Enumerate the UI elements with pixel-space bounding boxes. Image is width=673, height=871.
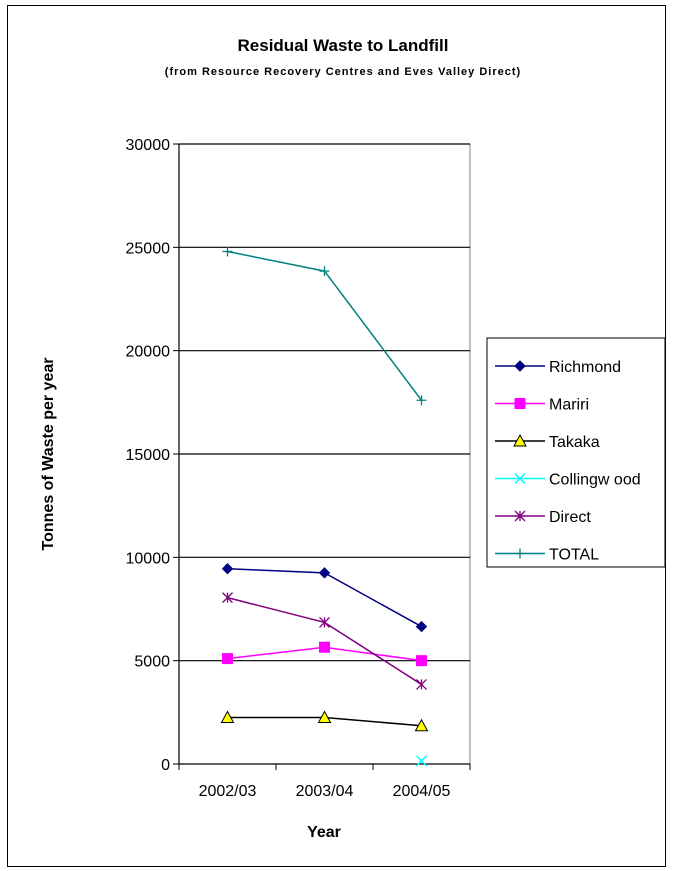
data-point-marker: [318, 567, 331, 579]
x-tick-label: 2004/05: [393, 783, 451, 800]
legend-box: [486, 337, 666, 568]
series-mariri: [222, 641, 427, 667]
data-point-marker: [317, 710, 332, 723]
data-point-marker: [414, 718, 429, 732]
series-total: [222, 246, 427, 406]
series-richmond: [221, 562, 428, 633]
legend-item: Mariri: [495, 397, 589, 414]
y-tick-label: 0: [161, 757, 170, 774]
legend-label: Collingw ood: [549, 472, 641, 489]
legend-item: Takaka: [495, 433, 600, 451]
data-point-marker: [319, 616, 330, 628]
legend-item: TOTAL: [495, 547, 599, 564]
y-tick-label: 10000: [126, 550, 171, 567]
legend-label: Mariri: [549, 397, 589, 414]
legend-label: Takaka: [549, 434, 600, 451]
y-axis-title: Tonnes of Waste per year: [40, 358, 57, 551]
data-point-marker: [514, 510, 526, 522]
data-point-marker: [513, 433, 527, 447]
data-point-marker: [514, 398, 526, 409]
chart-frame: Residual Waste to Landfill (from Resourc…: [7, 5, 666, 867]
x-tick-label: 2003/04: [296, 783, 354, 800]
legend-label: Direct: [549, 509, 591, 526]
data-point-marker: [222, 653, 233, 665]
y-tick-label: 20000: [126, 344, 171, 361]
series-layer: [220, 246, 429, 767]
y-tick-label: 15000: [126, 447, 171, 464]
axes: 0 5000 10000 15000 20000 25000 30000 2002/03 200…: [126, 137, 471, 800]
data-point-marker: [514, 472, 526, 485]
chart-subtitle: (from Resource Recovery Centres and Eves…: [165, 66, 521, 78]
legend-item: Direct: [495, 509, 591, 526]
data-point-marker: [222, 592, 233, 604]
legend-item: Richmond: [495, 359, 621, 376]
y-tick-label: 25000: [126, 240, 171, 257]
y-tick-label: 5000: [134, 654, 170, 671]
series-takaka: [220, 710, 429, 732]
x-tick-label: 2002/03: [199, 783, 257, 800]
legend: Richmond Mariri Takaka Collingw ood Direct TO…: [486, 337, 666, 568]
legend-item: Collingw ood: [495, 472, 641, 489]
y-tick-label: 30000: [126, 137, 171, 154]
data-point-marker: [514, 360, 526, 372]
data-point-marker: [416, 678, 427, 690]
data-point-marker: [319, 266, 330, 277]
legend-label: Richmond: [549, 359, 621, 376]
line-chart: Residual Waste to Landfill (from Resourc…: [40, 36, 666, 841]
data-point-marker: [221, 562, 234, 575]
data-point-marker: [416, 655, 427, 667]
legend-label: TOTAL: [549, 547, 599, 564]
data-point-marker: [220, 710, 235, 723]
data-point-marker: [416, 395, 427, 406]
data-point-marker: [415, 755, 428, 767]
data-point-marker: [222, 246, 233, 257]
data-point-marker: [415, 620, 428, 633]
series-direct: [222, 592, 427, 690]
data-point-marker: [515, 548, 525, 559]
series-collingw-ood: [415, 755, 428, 767]
x-axis-title: Year: [307, 824, 341, 841]
data-point-marker: [319, 641, 330, 653]
chart-title: Residual Waste to Landfill: [238, 36, 449, 55]
